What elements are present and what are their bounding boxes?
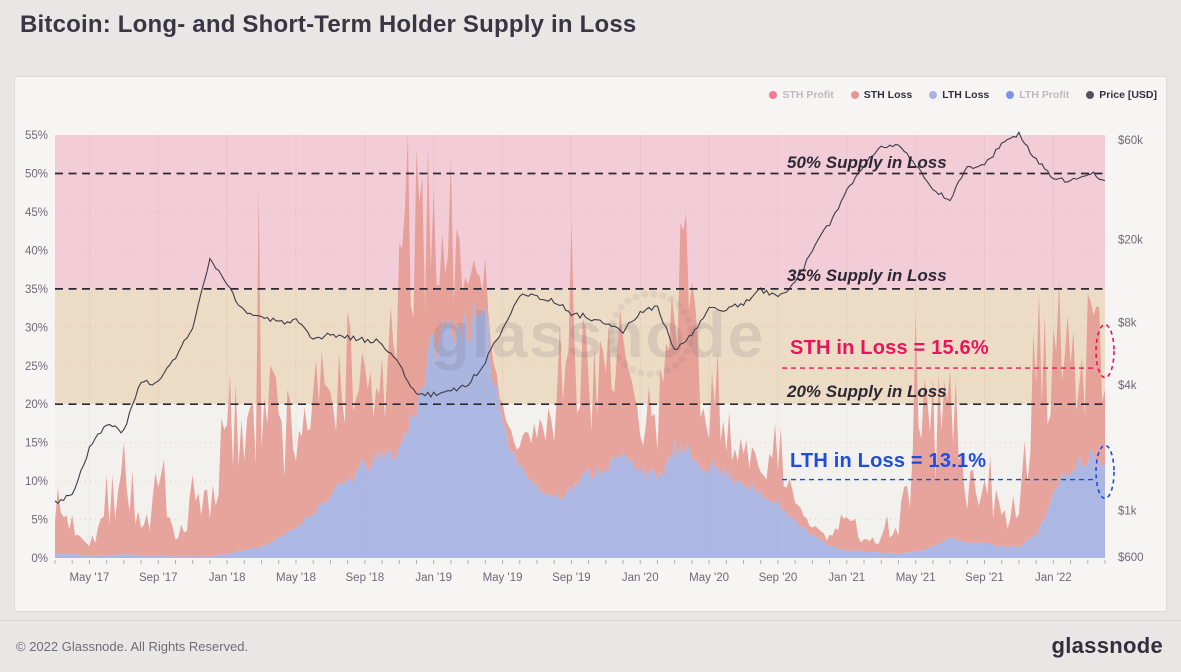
legend-item-sth-loss[interactable]: STH Loss <box>850 89 913 101</box>
lth-profit-dot-icon <box>1006 91 1015 99</box>
annotation-50pct-supply-in-loss: 50% Supply in Loss <box>787 153 947 172</box>
annotation-sth-in-loss-value: STH in Loss = 15.6% <box>790 337 989 359</box>
page-title: Bitcoin: Long- and Short-Term Holder Sup… <box>20 11 637 38</box>
glassnode-logo: glassnode <box>1051 633 1163 658</box>
chart-card <box>14 76 1167 612</box>
legend-label: LTH Profit <box>1019 89 1070 101</box>
sth-loss-dot-icon <box>850 91 859 99</box>
legend-label: STH Loss <box>863 89 913 101</box>
price-usd-dot-icon <box>1086 91 1095 99</box>
annotation-lth-in-loss-value: LTH in Loss = 13.1% <box>790 450 987 472</box>
annotation-20pct-supply-in-loss: 20% Supply in Loss <box>787 382 947 401</box>
legend-item-lth-loss[interactable]: LTH Loss <box>929 89 989 101</box>
legend-label: LTH Loss <box>942 89 990 101</box>
legend-item-sth-profit[interactable]: STH Profit <box>769 89 834 101</box>
legend-label: STH Profit <box>782 89 834 101</box>
footer-copyright: © 2022 Glassnode. All Rights Reserved. <box>16 639 249 654</box>
lth-loss-dot-icon <box>929 91 938 99</box>
sth-profit-dot-icon <box>769 91 778 99</box>
chart-legend: STH Profit STH Loss LTH Loss LTH Profit … <box>769 89 1157 101</box>
legend-item-price-usd[interactable]: Price [USD] <box>1086 89 1157 101</box>
legend-item-lth-profit[interactable]: LTH Profit <box>1006 89 1069 101</box>
annotation-35pct-supply-in-loss: 35% Supply in Loss <box>787 266 947 285</box>
footer: © 2022 Glassnode. All Rights Reserved. g… <box>0 620 1181 672</box>
legend-label: Price [USD] <box>1099 89 1157 101</box>
